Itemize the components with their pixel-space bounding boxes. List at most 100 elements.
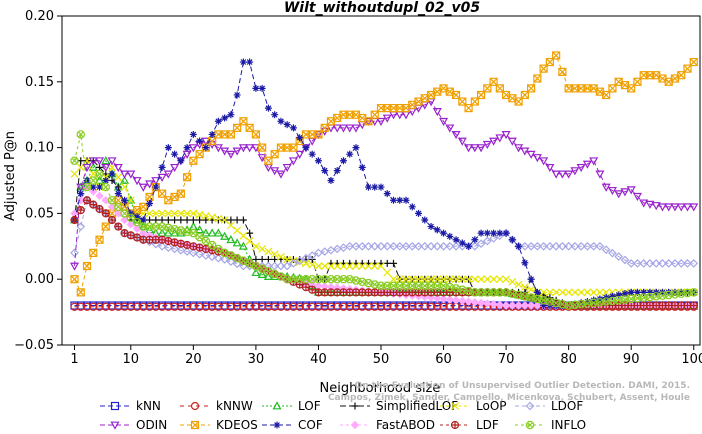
data-point xyxy=(451,284,461,293)
data-point xyxy=(345,241,355,251)
x-tick-label: 100 xyxy=(681,352,702,367)
data-point xyxy=(572,302,578,308)
data-point xyxy=(158,189,167,198)
data-point xyxy=(446,232,454,240)
data-point xyxy=(527,84,536,93)
data-point xyxy=(427,275,435,284)
data-point xyxy=(514,144,524,153)
data-point xyxy=(470,97,479,106)
data-point xyxy=(233,216,241,224)
data-point xyxy=(251,130,260,139)
legend-marker xyxy=(350,420,360,430)
data-point xyxy=(220,130,229,139)
data-point xyxy=(451,241,461,251)
data-point xyxy=(201,302,210,311)
data-point xyxy=(195,249,204,259)
data-point xyxy=(207,252,217,262)
data-point xyxy=(622,297,628,303)
data-point xyxy=(489,77,498,86)
data-point xyxy=(664,259,674,268)
legend-marker xyxy=(525,420,535,430)
data-point xyxy=(609,298,615,304)
data-point xyxy=(151,209,160,218)
data-point xyxy=(251,267,261,277)
data-point xyxy=(89,302,98,311)
data-point xyxy=(470,298,480,307)
data-point xyxy=(189,302,198,311)
data-point xyxy=(370,110,379,119)
data-point xyxy=(633,294,642,303)
data-point xyxy=(314,130,323,139)
data-point xyxy=(139,302,148,311)
data-point xyxy=(490,229,498,237)
data-point xyxy=(578,301,584,307)
data-point xyxy=(283,302,292,311)
data-point xyxy=(396,196,404,204)
data-point xyxy=(377,183,385,191)
data-point xyxy=(395,241,405,251)
legend-label: kNNW xyxy=(216,399,253,413)
data-point xyxy=(422,283,428,289)
data-point xyxy=(89,201,97,209)
data-point xyxy=(614,252,624,261)
data-point xyxy=(164,209,173,218)
data-point xyxy=(395,275,404,284)
data-point xyxy=(145,222,154,231)
data-point xyxy=(158,236,166,244)
data-point xyxy=(395,302,404,311)
data-point xyxy=(526,150,536,159)
data-point xyxy=(514,97,523,106)
legend-item-simplifiedlof: SimplifiedLOF xyxy=(340,399,458,413)
data-point xyxy=(426,302,436,311)
x-tick-label: 70 xyxy=(498,352,515,367)
data-point xyxy=(558,288,567,297)
data-point xyxy=(420,281,429,290)
data-point xyxy=(401,241,411,251)
data-point xyxy=(138,183,148,192)
data-point xyxy=(270,150,279,159)
data-point xyxy=(189,156,198,165)
legend-marker xyxy=(451,421,459,429)
data-point xyxy=(113,163,123,173)
data-point xyxy=(383,302,392,311)
data-point xyxy=(226,251,235,260)
data-point xyxy=(239,58,247,66)
data-point xyxy=(364,117,373,126)
data-point xyxy=(351,276,361,285)
data-point xyxy=(414,275,423,284)
data-point xyxy=(257,154,267,163)
data-point xyxy=(95,235,104,244)
series-line xyxy=(74,199,694,267)
data-point xyxy=(428,283,434,289)
data-point xyxy=(557,170,567,179)
series-kdeos xyxy=(70,51,698,297)
data-point xyxy=(114,223,122,231)
data-point xyxy=(308,150,316,158)
data-point xyxy=(221,114,229,122)
data-point xyxy=(163,170,173,179)
data-point xyxy=(89,248,98,257)
data-point xyxy=(377,262,385,270)
data-point xyxy=(133,234,141,242)
data-point xyxy=(82,163,92,173)
data-point xyxy=(495,134,505,143)
data-point xyxy=(451,131,461,140)
data-point xyxy=(607,186,617,196)
data-point xyxy=(539,64,548,73)
data-point xyxy=(533,74,542,83)
data-point xyxy=(295,275,304,284)
data-point xyxy=(233,226,242,235)
data-point xyxy=(453,285,459,291)
data-point xyxy=(389,302,398,311)
data-point xyxy=(89,187,98,196)
data-point xyxy=(220,216,229,224)
data-point xyxy=(495,288,504,297)
data-point xyxy=(176,209,185,218)
data-point xyxy=(170,244,179,254)
data-point xyxy=(97,171,103,177)
data-point xyxy=(189,156,198,165)
data-point xyxy=(76,288,85,297)
data-point xyxy=(389,275,398,284)
data-point xyxy=(516,292,522,298)
data-point xyxy=(570,300,580,309)
